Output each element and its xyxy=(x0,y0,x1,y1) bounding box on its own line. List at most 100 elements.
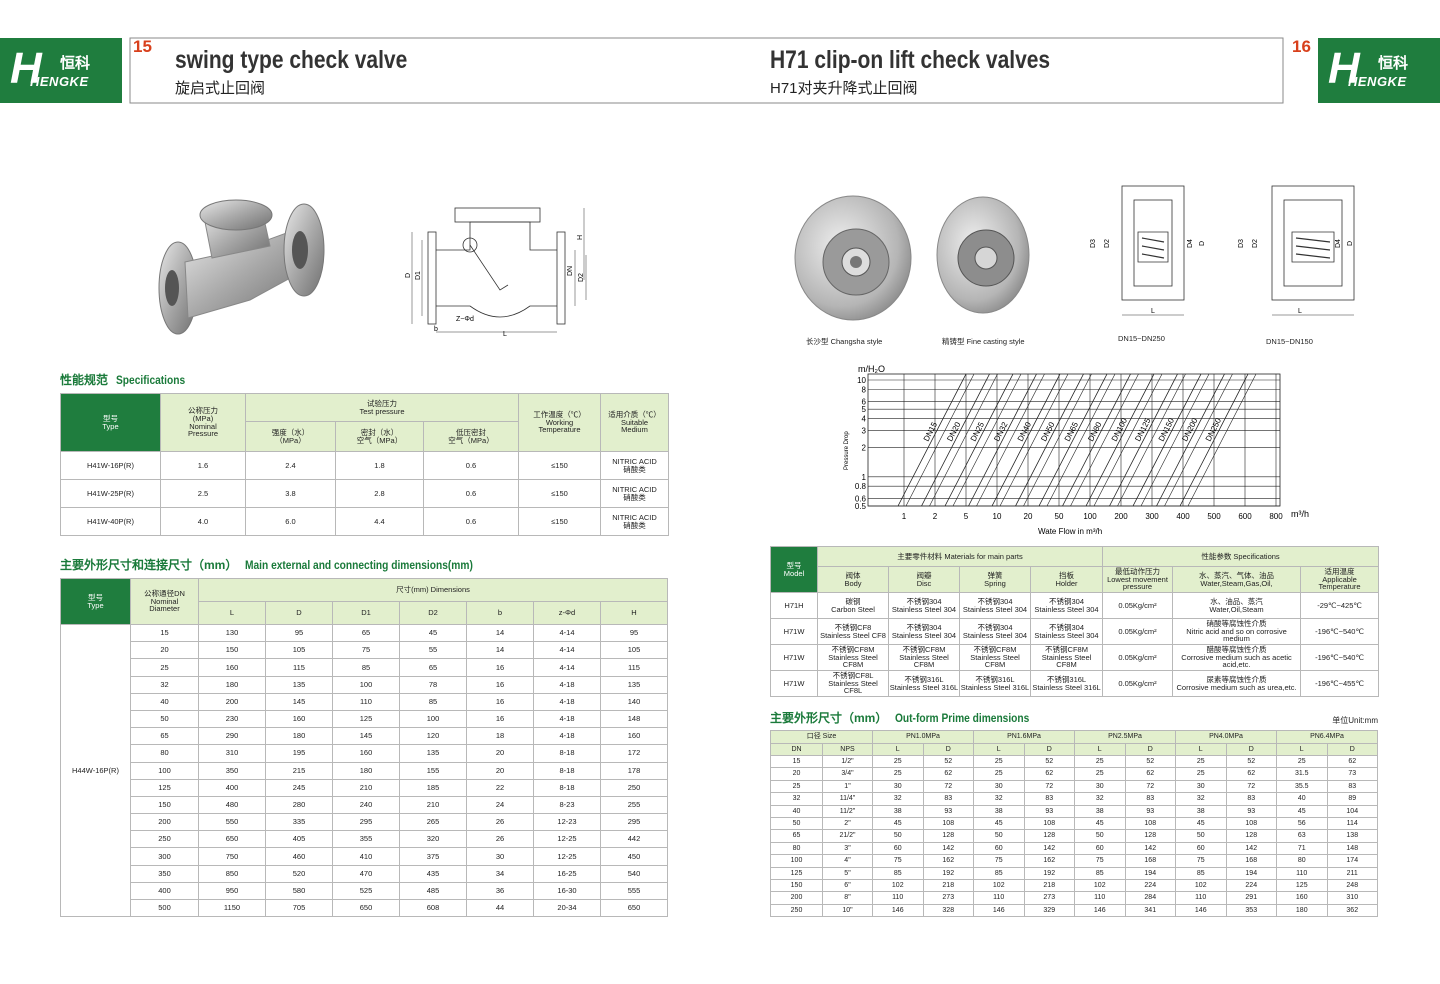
table-cell: 110 xyxy=(1276,866,1328,880)
table-cell: 148 xyxy=(1326,841,1378,856)
circle xyxy=(850,256,862,268)
table-cell: 295 xyxy=(332,813,400,832)
flow-curve xyxy=(1164,373,1233,507)
text-line: Body xyxy=(844,578,862,588)
table-cell: 20 xyxy=(130,641,199,660)
table-cell: 192 xyxy=(1023,866,1075,880)
table-cell: NITRIC ACID 硝酸类 xyxy=(600,451,669,480)
table-cell: 290 xyxy=(198,727,266,746)
table-cell: 25 xyxy=(1175,754,1227,769)
table-cell: 135 xyxy=(600,675,668,694)
path xyxy=(436,221,557,318)
table-row: 300 750 460 410 375 30 12-25 450 xyxy=(61,847,668,866)
table-cell: 142 xyxy=(1023,841,1075,856)
x-tick-label: 5 xyxy=(964,512,969,521)
text-line: Stainless Steel 304 xyxy=(1034,604,1099,614)
flow-curve xyxy=(1179,373,1249,507)
heading-en: Specifications xyxy=(116,373,186,387)
header-cell: 公称通径DN Nominal Diameter xyxy=(130,578,199,625)
table-cell: 30 xyxy=(973,779,1025,794)
outform-table: 口径 Size PN1.0MPa PN1.6MPa PN2.5MPa PN4.0MPa P… xyxy=(770,730,1378,918)
table-row: 150 6" 102 218 102 218 102 224 102 224 125 248 xyxy=(770,878,1378,893)
y-tick-label: 0.5 xyxy=(855,502,867,511)
text-line: 适用温度 xyxy=(1324,566,1355,576)
table-cell: 115 xyxy=(600,658,668,677)
header-cell: 工作温度（℃） Working Temperature xyxy=(518,393,601,452)
valve-photo xyxy=(158,199,325,335)
table-cell: 211 xyxy=(1326,866,1378,880)
header-cell: 试验压力 Test pressure xyxy=(245,393,519,422)
text-line: 不锈钢304 xyxy=(1049,622,1085,632)
table-cell: 85 xyxy=(399,692,467,711)
table-cell: 32 xyxy=(872,792,924,806)
table-cell: 30 xyxy=(1175,779,1227,794)
table-cell: 72 xyxy=(1023,779,1075,794)
table-cell: 80 xyxy=(770,841,823,856)
table-cell: 162 xyxy=(1023,854,1075,868)
table-cell: 25 xyxy=(130,658,199,677)
table-row: 40 200 145 110 85 16 4-18 140 xyxy=(61,692,668,711)
table-cell: 不锈钢304 Stainless Steel 304 xyxy=(959,618,1031,645)
table-cell: 15 xyxy=(770,754,823,769)
table-cell: 32 xyxy=(973,792,1025,806)
table-cell: H71W xyxy=(770,618,818,645)
table-cell: 93 xyxy=(1023,804,1075,818)
y-tick-label: 5 xyxy=(862,405,867,414)
text-line: 水、蒸汽、气体、油品 xyxy=(1199,570,1275,580)
table-cell: 0.05Kg/cm² xyxy=(1102,644,1174,671)
table-cell: 63 xyxy=(1276,829,1328,843)
text-line: Test pressure xyxy=(359,406,405,416)
table-cell: 52 xyxy=(1225,754,1277,769)
table-cell: 16 xyxy=(466,692,534,711)
flow-curve xyxy=(976,373,1045,507)
header-cell: 水、蒸汽、气体、油品 Water,Steam,Gas,Oil, xyxy=(1172,566,1302,593)
header-cell: PN4.0MPa xyxy=(1175,730,1277,744)
text-line: 不锈钢CF8L xyxy=(832,670,874,680)
tr: 型号 Type 公称压力 (MPa) Nominal Pressure 试验压力 Test p… xyxy=(60,393,669,452)
table-cell: 20 xyxy=(466,761,534,780)
drawing-label: D2 xyxy=(578,273,585,282)
table-cell: 114 xyxy=(1326,816,1378,831)
table-row: 40 11/2" 38 93 38 93 38 93 38 93 45 104 xyxy=(770,804,1378,818)
table-cell: 不锈钢304 Stainless Steel 304 xyxy=(1029,618,1104,645)
table-cell: 180 xyxy=(265,727,333,746)
table-cell: H41W-16P(R) xyxy=(60,451,161,480)
table-cell: 不锈钢CF8M Stainless Steel CF8M xyxy=(888,644,960,671)
rect xyxy=(556,231,566,325)
table-cell: 0.6 xyxy=(423,507,519,536)
table-cell: 38 xyxy=(1074,804,1126,818)
header-cell: 主要零件材料 Materials for main parts xyxy=(816,546,1104,567)
rect xyxy=(1283,199,1343,287)
text-line: （MPa） xyxy=(275,435,306,445)
table-cell: 不锈钢CF8 Stainless Steel CF8 xyxy=(817,618,889,645)
text-line: Stainless Steel 304 xyxy=(1034,630,1099,640)
y-tick-label: 0.6 xyxy=(855,494,867,503)
y-unit: m/H₂O xyxy=(858,364,885,374)
flow-curve xyxy=(921,373,990,507)
header-cell: D2 xyxy=(399,601,467,625)
table-cell: 85 xyxy=(332,658,400,677)
table-cell: 328 xyxy=(922,903,974,918)
table-cell: 580 xyxy=(265,881,333,901)
table-cell: 72 xyxy=(922,779,974,794)
drawing-label: D3 xyxy=(1238,239,1245,248)
table-cell: 40 xyxy=(130,692,199,711)
path xyxy=(469,244,509,291)
x-tick-label: 500 xyxy=(1207,512,1221,521)
header-cell: b xyxy=(466,601,534,625)
y-tick-label: 6 xyxy=(862,397,867,406)
x-tick-label: 200 xyxy=(1114,512,1128,521)
table-cell: 32 xyxy=(770,792,823,806)
drawing-label: D xyxy=(405,273,412,278)
logo-en: HENGKE xyxy=(1348,74,1407,89)
table-cell: 38 xyxy=(973,804,1025,818)
table-cell: 180 xyxy=(1276,903,1328,918)
table-cell: 32 xyxy=(1074,792,1126,806)
table-cell: 20-34 xyxy=(533,898,601,918)
table-cell: 520 xyxy=(265,864,333,883)
table-cell: 醋酸等腐蚀性介质 Corrosive medium such as acetic … xyxy=(1172,644,1302,671)
table-cell: 12-23 xyxy=(533,813,601,832)
table-cell: 155 xyxy=(399,761,467,780)
table-cell: 25 xyxy=(770,779,823,794)
heading-en: Out-form Prime dimensions xyxy=(895,711,1030,725)
